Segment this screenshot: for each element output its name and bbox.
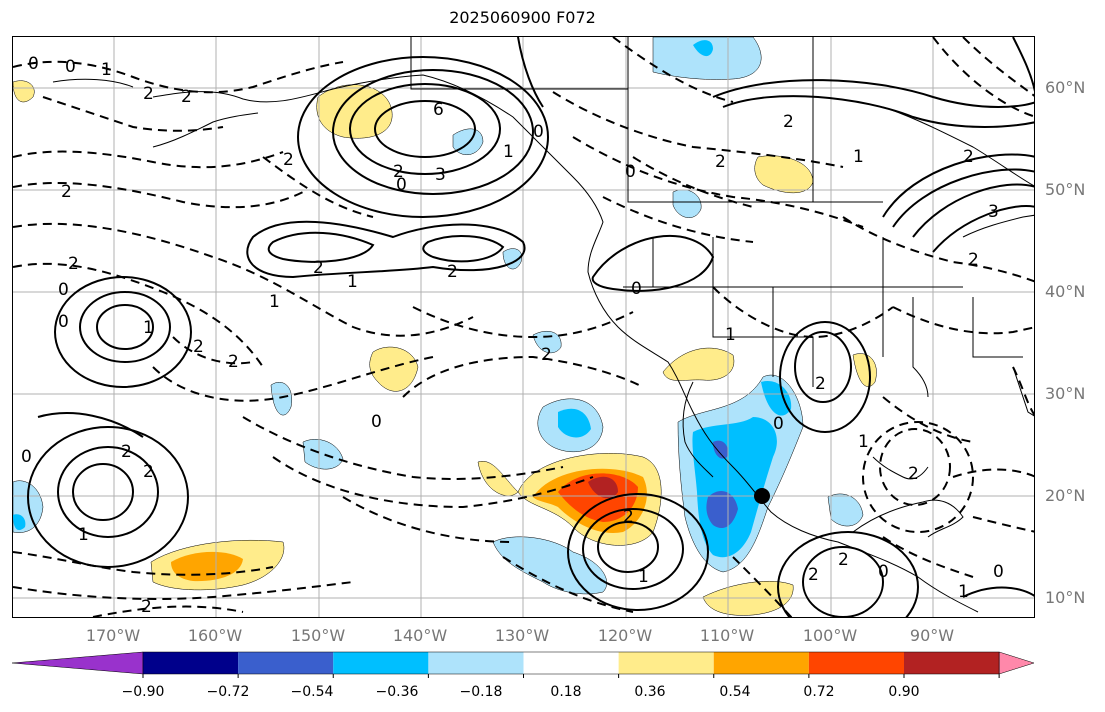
colorbar-tick-label: −0.36	[375, 684, 419, 700]
lat-label-30n: 30°N	[1045, 384, 1086, 403]
contour-label: 0	[58, 312, 69, 332]
lon-label-120w: 120°W	[597, 626, 653, 645]
contour-label: 1	[853, 147, 864, 167]
colorbar-ticks	[142, 674, 1000, 678]
contour-label: 2	[968, 250, 979, 270]
contour-label: 2	[61, 182, 72, 202]
contour-label: 2	[838, 550, 849, 570]
colorbar-tick-label: 0.90	[888, 684, 920, 700]
lon-label-90w: 90°W	[909, 626, 955, 645]
colorbar-tick-label: −0.72	[206, 684, 250, 700]
contour-label: 1	[958, 582, 969, 602]
colorbar-segment	[904, 652, 1000, 674]
lat-label-60n: 60°N	[1045, 78, 1086, 97]
lon-label-160w: 160°W	[187, 626, 243, 645]
map-canvas: 0 1 2 2 0 6 3 0 2 1 2 2 2 0 0 1 2 2 0 2 …	[13, 37, 1034, 617]
contour-lines	[27, 37, 1034, 617]
lon-label-100w: 100°W	[802, 626, 858, 645]
colorbar-tick-label: 0.36	[634, 684, 666, 700]
contour-label: 2	[715, 152, 726, 172]
contour-label: 3	[988, 202, 999, 222]
contour-label: 0	[28, 54, 39, 74]
contour-label: 6	[433, 100, 444, 120]
map-panel: 0 1 2 2 0 6 3 0 2 1 2 2 2 0 0 1 2 2 0 2 …	[12, 36, 1035, 618]
contour-label: 1	[638, 567, 649, 587]
colorbar-tick-label: 0.54	[719, 684, 751, 700]
lon-label-170w: 170°W	[85, 626, 141, 645]
lat-label-50n: 50°N	[1045, 180, 1086, 199]
map-title: 2025060900 F072	[449, 8, 596, 27]
contour-label: 0	[878, 562, 889, 582]
colorbar-tick-label: 0.72	[803, 684, 835, 700]
colorbar-segment	[333, 652, 429, 674]
colorbar-tick-label: −0.54	[290, 684, 334, 700]
contour-label: 2	[193, 337, 204, 357]
contour-label: 2	[143, 462, 154, 482]
contour-label: 2	[808, 565, 819, 585]
contour-label: 2	[283, 150, 294, 170]
contour-label: 0	[21, 447, 32, 467]
contour-label: 2	[228, 352, 239, 372]
contour-label: 0	[631, 279, 642, 299]
contour-label: 0	[993, 562, 1004, 582]
colorbar-segment	[238, 652, 334, 674]
contour-label: 2	[908, 464, 919, 484]
contour-label: 2	[141, 597, 152, 617]
lon-label-140w: 140°W	[392, 626, 448, 645]
location-marker	[754, 488, 770, 504]
contour-label: 1	[347, 272, 358, 292]
lon-label-110w: 110°W	[699, 626, 755, 645]
colorbar-extend-right	[998, 651, 1035, 675]
contour-label: 2	[68, 254, 79, 274]
contour-label: 2	[181, 87, 192, 107]
colorbar-segment	[808, 652, 904, 674]
contour-label: 3	[435, 165, 446, 185]
contour-label: 2	[963, 147, 974, 167]
contour-label: 2	[393, 162, 404, 182]
contour-label: 2	[447, 262, 458, 282]
contour-label: 2	[815, 374, 826, 394]
lon-label-130w: 130°W	[494, 626, 550, 645]
contour-labels: 0 1 2 2 0 6 3 0 2 1 2 2 2 0 0 1 2 2 0 2 …	[21, 54, 1004, 617]
colorbar-tick-label: −0.18	[459, 684, 503, 700]
colorbar-tick-label: 0.18	[550, 684, 582, 700]
colorbar-segment	[713, 652, 809, 674]
contour-label: 0	[65, 57, 76, 77]
contour-label: 2	[623, 507, 634, 527]
contour-label: 1	[78, 525, 89, 545]
lat-label-40n: 40°N	[1045, 282, 1086, 301]
contour-label: 1	[101, 60, 112, 80]
contour-label: 1	[858, 432, 869, 452]
contour-label: 2	[783, 112, 794, 132]
contour-label: 1	[503, 142, 514, 162]
colorbar-extend-left	[11, 651, 144, 675]
contour-label: 0	[396, 175, 407, 195]
contour-label: 2	[313, 258, 324, 278]
lat-label-20n: 20°N	[1045, 486, 1086, 505]
lat-label-10n: 10°N	[1045, 588, 1086, 607]
colorbar-segment	[428, 652, 524, 674]
contour-label: 2	[143, 84, 154, 104]
contour-label: 2	[541, 345, 552, 365]
contour-label: 1	[725, 325, 736, 345]
contour-label: 2	[121, 442, 132, 462]
contour-label: 0	[625, 162, 636, 182]
colorbar-segments	[11, 651, 1035, 675]
colorbar-segment	[523, 652, 619, 674]
colorbar-segment	[143, 652, 239, 674]
contour-lines-dashed	[13, 37, 1034, 617]
contour-label: 1	[269, 292, 280, 312]
contour-label: 0	[58, 280, 69, 300]
colorbar-segment	[618, 652, 714, 674]
contour-label: 0	[371, 412, 382, 432]
lon-label-150w: 150°W	[290, 626, 346, 645]
colorbar-tick-label: −0.90	[121, 684, 165, 700]
colorbar-border	[142, 651, 1000, 675]
contour-label: 0	[533, 122, 544, 142]
contour-label: 0	[773, 414, 784, 434]
contour-label: 1	[143, 318, 154, 338]
